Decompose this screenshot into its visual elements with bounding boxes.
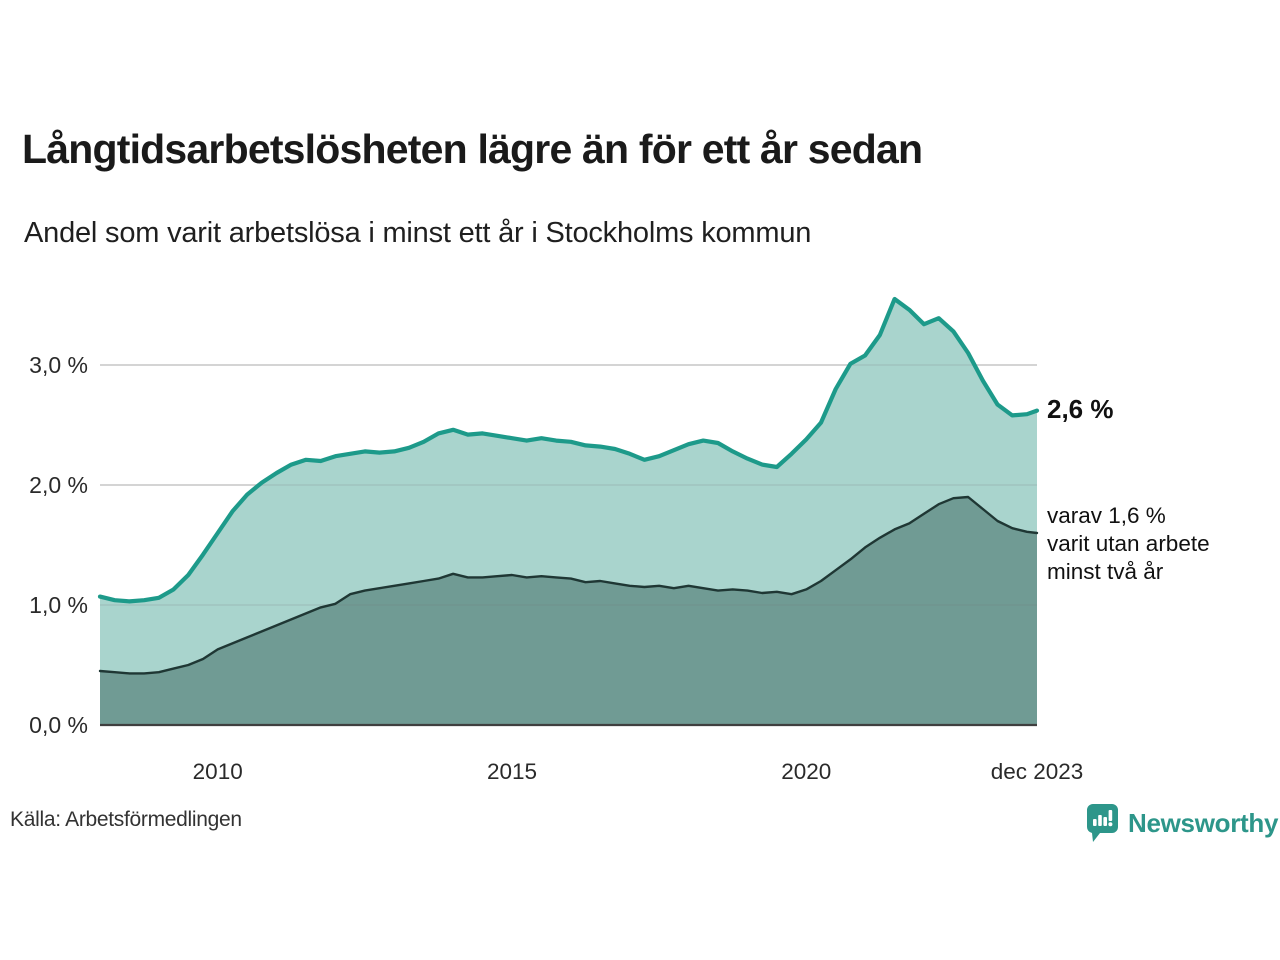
y-tick-label: 1,0 % — [29, 592, 88, 618]
two-year-line — [98, 495, 1039, 675]
two-year-area-fill — [100, 497, 1037, 725]
chart-subtitle: Andel som varit arbetslösa i minst ett å… — [24, 217, 812, 249]
source-attribution: Källa: Arbetsförmedlingen — [10, 808, 242, 831]
x-tick-label: dec 2023 — [991, 759, 1084, 784]
y-tick-label: 2,0 % — [29, 472, 88, 498]
bar-chart-speech-bubble-icon — [1086, 804, 1118, 842]
brand-logo: Newsworthy — [1086, 803, 1278, 843]
annotation-line: varit utan arbete — [1047, 531, 1210, 556]
y-tick-label: 0,0 % — [29, 712, 88, 738]
y-tick-label: 3,0 % — [29, 352, 88, 378]
annotation-line: varav 1,6 % — [1047, 503, 1166, 528]
x-tick-label: 2020 — [781, 759, 831, 784]
annotation-line: minst två år — [1047, 559, 1164, 584]
total-series-end-label: 2,6 % — [1047, 394, 1114, 424]
x-tick-label: 2010 — [193, 759, 243, 784]
two-year-series-annotation: varav 1,6 % varit utan arbete minst två … — [1047, 502, 1210, 586]
brand-name: Newsworthy — [1128, 807, 1279, 838]
x-tick-label: 2015 — [487, 759, 537, 784]
page-title: Långtidsarbetslösheten lägre än för ett … — [22, 126, 923, 172]
total-line — [97, 296, 1040, 604]
